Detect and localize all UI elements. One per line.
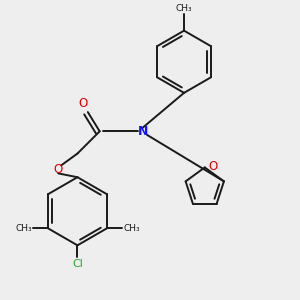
Text: CH₃: CH₃ — [176, 4, 192, 13]
Text: O: O — [79, 97, 88, 110]
Text: CH₃: CH₃ — [123, 224, 140, 233]
Text: N: N — [137, 125, 148, 138]
Text: CH₃: CH₃ — [15, 224, 32, 233]
Text: O: O — [208, 160, 218, 173]
Text: Cl: Cl — [72, 259, 83, 269]
Text: O: O — [54, 163, 63, 176]
